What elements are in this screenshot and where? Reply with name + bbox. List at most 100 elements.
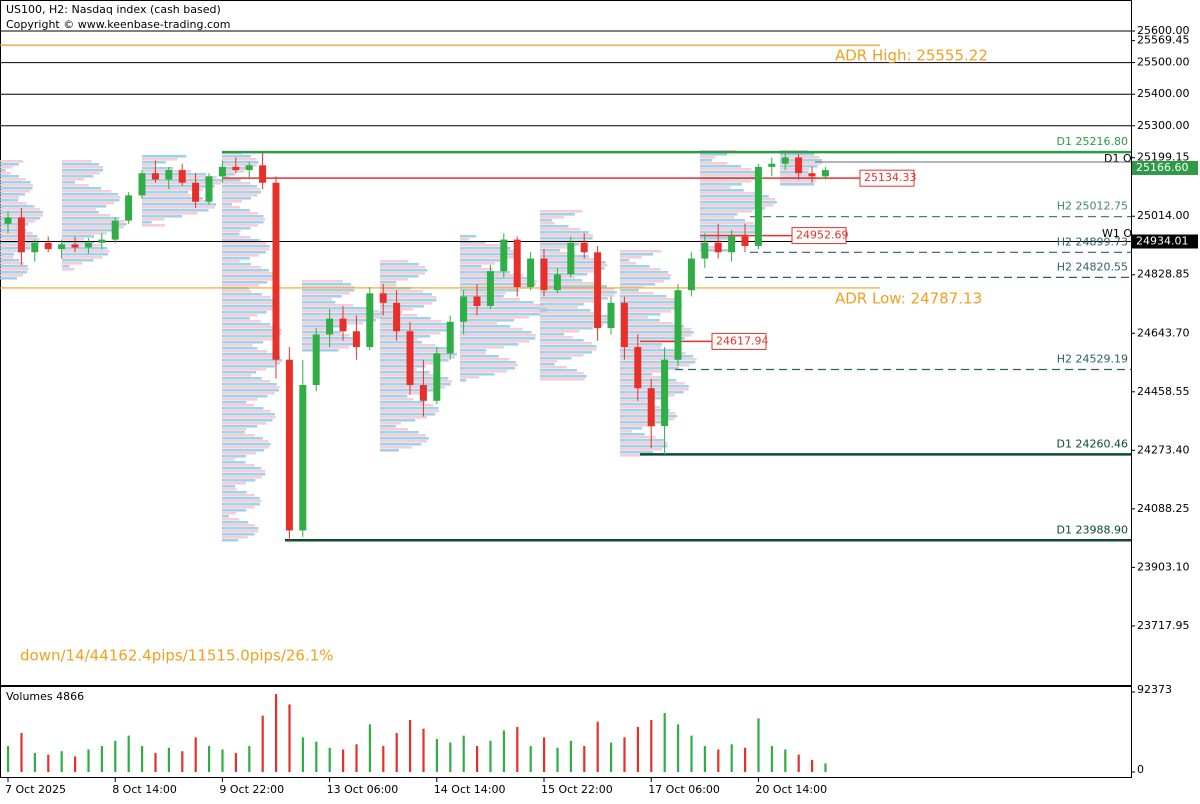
- profile-bar: [460, 253, 519, 256]
- profile-bar: [222, 173, 235, 176]
- profile-bar: [380, 398, 414, 401]
- profile-bar: [222, 479, 256, 482]
- profile-bar: [460, 334, 537, 337]
- profile-bar: [380, 305, 424, 308]
- profile-bar: [460, 307, 548, 310]
- volume-bar: [74, 756, 77, 772]
- profile-bar: [62, 181, 76, 184]
- profile-bar: [460, 295, 504, 298]
- profile-bar: [222, 212, 259, 215]
- profile-bar: [302, 283, 352, 286]
- profile-bar: [620, 445, 668, 448]
- profile-bar: [460, 301, 534, 304]
- profile-bar: [62, 265, 70, 268]
- volume-bar: [234, 752, 237, 772]
- profile-bar: [222, 257, 250, 260]
- profile-bar: [460, 331, 532, 334]
- profile-bar: [222, 326, 278, 329]
- profile-bar: [700, 171, 759, 174]
- profile-bar: [620, 403, 649, 406]
- profile-bar: [460, 262, 496, 265]
- volume-bar: [730, 744, 733, 772]
- volume-bar: [677, 724, 680, 772]
- profile-bar: [222, 386, 280, 389]
- profile-bar: [222, 458, 236, 461]
- volume-bar: [596, 721, 599, 772]
- profile-bar: [0, 169, 6, 172]
- profile-bar: [222, 383, 277, 386]
- profile-bar: [620, 361, 696, 364]
- volume-profiles: [0, 150, 823, 542]
- profile-bar: [222, 338, 273, 341]
- profile-bar: [142, 212, 198, 215]
- profile-bar: [222, 308, 275, 311]
- volume-bar: [770, 746, 773, 772]
- y-tick-label: 25400.00: [1137, 87, 1190, 100]
- profile-bar: [540, 300, 598, 303]
- volume-bar: [409, 720, 412, 772]
- profile-bar: [460, 367, 515, 370]
- volume-bar: [717, 749, 720, 772]
- profile-bar: [540, 246, 569, 249]
- profile-bar: [380, 311, 403, 314]
- profile-bar: [222, 419, 273, 422]
- profile-bar: [222, 254, 260, 257]
- profile-bar: [620, 436, 656, 439]
- candle-body: [352, 331, 360, 348]
- profile-bar: [222, 170, 245, 173]
- volume-bar: [623, 737, 626, 772]
- volume-bar: [610, 742, 613, 772]
- y-tick-label: 25300.00: [1137, 119, 1190, 132]
- profile-bar: [142, 209, 209, 212]
- profile-bar: [540, 336, 573, 339]
- candle-body: [379, 293, 387, 303]
- profile-bar: [62, 163, 99, 166]
- profile-bar: [62, 196, 121, 199]
- candle-body: [165, 170, 173, 180]
- level-label: H2 24529.19: [1057, 352, 1128, 365]
- profile-bar: [222, 260, 240, 263]
- profile-bar: [540, 291, 617, 294]
- profile-bar: [62, 214, 111, 217]
- volume-bar: [87, 749, 90, 772]
- profile-bar: [0, 220, 36, 223]
- candle-body: [500, 239, 508, 272]
- profile-bar: [380, 422, 402, 425]
- candle-body: [232, 166, 240, 171]
- profile-bar: [222, 158, 257, 161]
- profile-bar: [380, 395, 408, 398]
- profile-bar: [620, 343, 663, 346]
- volume-bar: [167, 747, 170, 772]
- profile-bar: [540, 363, 555, 366]
- profile-bar: [540, 303, 585, 306]
- profile-bar: [222, 512, 237, 515]
- profile-bar: [0, 253, 15, 256]
- volume-bar: [435, 739, 438, 772]
- candle-body: [17, 217, 25, 253]
- profile-bar: [222, 506, 255, 509]
- profile-bar: [620, 376, 666, 379]
- profile-bar: [0, 208, 40, 211]
- profile-bar: [540, 315, 609, 318]
- profile-bar: [222, 335, 279, 338]
- profile-bar: [380, 371, 430, 374]
- profile-bar: [380, 410, 440, 413]
- profile-bar: [620, 280, 665, 283]
- profile-bar: [222, 164, 258, 167]
- adr-label: ADR Low: 24787.13: [835, 289, 982, 307]
- volume-bar: [47, 754, 50, 772]
- profile-bar: [380, 329, 448, 332]
- profile-bar: [380, 293, 432, 296]
- profile-bar: [620, 427, 643, 430]
- volume-bar: [382, 746, 385, 772]
- adr-label: ADR High: 25555.22: [835, 47, 988, 65]
- profile-bar: [222, 266, 262, 269]
- profile-bar: [222, 296, 271, 299]
- profile-bar: [0, 259, 20, 262]
- profile-bar: [380, 383, 451, 386]
- profile-bar: [62, 229, 118, 232]
- profile-bar: [620, 358, 697, 361]
- profile-bar: [222, 527, 259, 530]
- profile-bar: [620, 418, 675, 421]
- profile-bar: [460, 358, 510, 361]
